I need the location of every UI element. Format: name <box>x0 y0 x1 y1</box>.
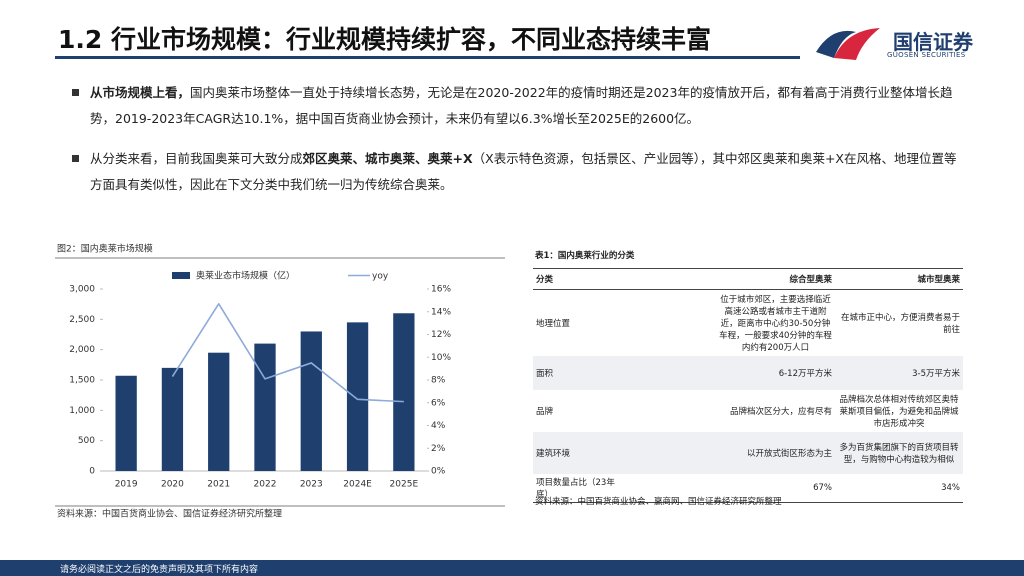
bar <box>300 331 322 471</box>
table-source: 资料来源：中国百货商业协会、赢商网、国信证券经济研究所整理 <box>535 497 782 507</box>
y2-tick-label: 0% <box>431 467 446 477</box>
cell: 面积 <box>533 355 629 390</box>
footer-bar <box>0 560 1024 576</box>
y-tick-label: 2,000 <box>69 345 95 355</box>
legend-label: 奥莱业态市场规模（亿） <box>196 270 295 282</box>
bold-text: 从市场规模上看， <box>90 85 191 100</box>
cell: 以开放式街区形态为主 <box>629 431 835 474</box>
y-tick-label: 0 <box>89 467 95 477</box>
table-row: 建筑环境 以开放式街区形态为主 多为百货集团旗下的百货项目转型，与购物中心构造较… <box>533 431 963 474</box>
bar <box>346 322 369 471</box>
bar <box>208 352 230 471</box>
y2-tick-label: 4% <box>431 421 446 431</box>
bar <box>161 367 184 471</box>
table-header: 分类 综合型奥莱 城市型奥莱 <box>533 268 963 290</box>
y-tick-label: 500 <box>78 436 95 446</box>
cell: 多为百货集团旗下的百货项目转型，与购物中心构造较为相似 <box>835 431 963 474</box>
table: 分类 综合型奥莱 城市型奥莱 地理位置 位于城市郊区，主要选择临近高速公路或者城… <box>533 268 963 503</box>
y2-tick-label: 12% <box>431 330 451 340</box>
cell: 项目数量占比（23年底） <box>533 473 629 503</box>
cell: 在城市正中心，方便消费者易于前往 <box>840 312 960 335</box>
table-row: 面积 6-12万平方米 3-5万平方米 <box>533 355 963 390</box>
line <box>171 302 404 403</box>
chart-title: 图2：国内奥莱市场规模 <box>57 243 153 255</box>
y-tick-label: 1,500 <box>69 376 95 386</box>
bullet: 从市场规模上看，国内奥莱市场整体一直处于持续增长态势，无论是在2020-2022… <box>72 80 962 132</box>
text: 从分类来看，目前我国奥莱可大致分成 <box>90 151 303 166</box>
header-cell: 城市型奥莱 <box>835 268 963 290</box>
cell: 67% <box>629 473 835 503</box>
slide-title: 1.2 行业市场规模：行业规模持续扩容，不同业态持续丰富 <box>58 25 711 54</box>
cell: 3-5万平方米 <box>835 355 963 390</box>
bar <box>115 375 137 471</box>
cell: 品牌档次总体相对传统郊区奥特莱斯项目偏低，为避免和品牌城市店形成冲突 <box>839 394 959 429</box>
cell: 地理位置 <box>536 318 571 329</box>
cell: 品牌档次区分大，应有尽有 <box>729 406 832 417</box>
bar <box>393 313 415 471</box>
header-cell: 综合型奥莱 <box>629 268 835 290</box>
y2-tick-label: 6% <box>431 398 446 408</box>
bar <box>254 343 276 471</box>
x-tick-label: 2021 <box>207 480 230 490</box>
legend-swatch <box>172 272 190 279</box>
footer-text: 请务必阅读正文之后的免责声明及其项下所有内容 <box>60 565 259 575</box>
text: （X表示特色资源，包括景区、产业园等），其中郊区奥莱和奥莱+X在风格、地理位置等… <box>90 151 957 192</box>
x-tick-label: 2025E <box>390 480 419 490</box>
table-title: 表1：国内奥莱行业的分类 <box>535 251 635 261</box>
chart: 图2：国内奥莱市场规模 资料来源：中国百货商业协会、国信证券经济研究所整理 0 5… <box>55 243 505 520</box>
logo-icon <box>816 28 880 60</box>
chart-source: 资料来源：中国百货商业协会、国信证券经济研究所整理 <box>57 508 282 520</box>
table-row: 品牌 品牌档次区分大，应有尽有 品牌档次总体相对传统郊区奥特莱斯项目偏低，为避免… <box>533 390 963 432</box>
x-tick-label: 2024E <box>343 480 372 490</box>
legend-label: yoy <box>372 272 389 282</box>
y-tick-label: 2,500 <box>69 315 95 325</box>
bold-text: 郊区奥莱、城市奥莱、奥莱+X <box>302 151 473 166</box>
x-tick-label: 2023 <box>300 480 323 490</box>
cell: 建筑环境 <box>533 431 629 474</box>
x-tick-label: 2022 <box>254 480 277 490</box>
y2-tick-label: 2% <box>431 444 446 454</box>
cell: 6-12万平方米 <box>629 355 835 390</box>
text: 国内奥莱市场整体一直处于持续增长态势，无论是在2020-2022年的疫情时期还是… <box>90 85 953 126</box>
x-tick-label: 2019 <box>115 480 138 490</box>
header-cell: 分类 <box>533 268 629 290</box>
y-tick-label: 3,000 <box>69 285 95 295</box>
y2-tick-label: 8% <box>431 376 446 386</box>
logo-text: 国信证券 <box>893 30 973 54</box>
title-rule <box>55 56 800 59</box>
y-tick-label: 1,000 <box>69 406 95 416</box>
table-row: 项目数量占比（23年底） 67% 34% <box>533 473 963 503</box>
bullet: 从分类来看，目前我国奥莱可大致分成郊区奥莱、城市奥莱、奥莱+X（X表示特色资源，… <box>72 146 962 198</box>
y2-tick-label: 16% <box>431 285 451 295</box>
cell: 位于城市郊区，主要选择临近高速公路或者城市主干道附近，距离市中心约30-50分钟… <box>719 294 832 353</box>
cell: 34% <box>835 473 963 503</box>
x-tick-label: 2020 <box>161 480 184 490</box>
y2-tick-label: 10% <box>431 353 451 363</box>
y2-tick-label: 14% <box>431 307 451 317</box>
table-row: 地理位置 位于城市郊区，主要选择临近高速公路或者城市主干道附近，距离市中心约30… <box>533 290 963 356</box>
cell: 品牌 <box>536 406 554 417</box>
logo-subtitle: GUOSEN SECURITIES <box>887 51 966 59</box>
